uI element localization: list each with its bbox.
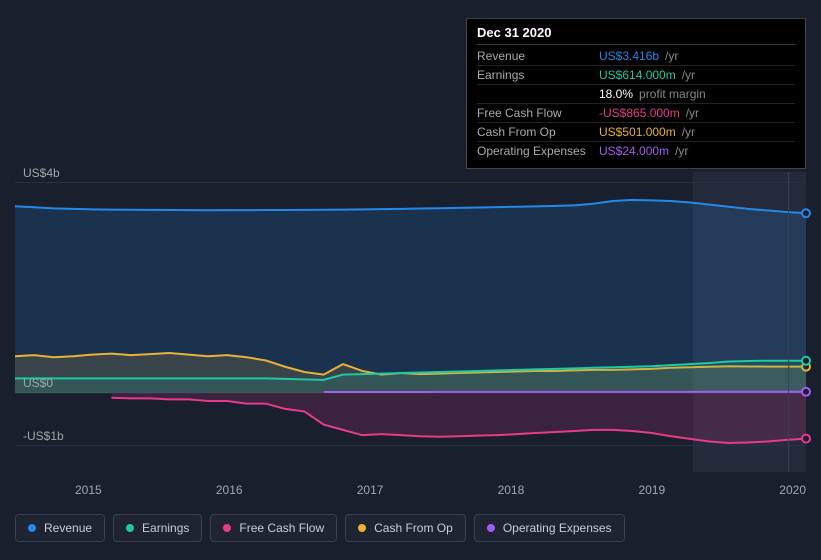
tooltip-row-suffix: /yr <box>665 49 678 63</box>
tooltip-row: Earnings US$614.000m /yr <box>477 66 795 85</box>
legend-label: Operating Expenses <box>503 521 612 535</box>
x-axis-label: 2019 <box>638 483 665 497</box>
y-axis-label: -US$1b <box>23 429 64 443</box>
legend-label: Cash From Op <box>374 521 453 535</box>
legend-item[interactable]: Cash From Op <box>345 514 466 542</box>
tooltip-row: 18.0% profit margin <box>477 85 795 104</box>
financial-chart: US$4b US$0 -US$1b 2015 2016 2017 2018 2019 2020… <box>0 0 821 560</box>
tooltip-row-value: -US$865.000m <box>599 106 680 120</box>
tooltip-row: Operating Expenses US$24.000m /yr <box>477 142 795 160</box>
legend-label: Earnings <box>142 521 189 535</box>
tooltip-row-value: 18.0% <box>599 87 633 101</box>
x-axis-label: 2020 <box>779 483 806 497</box>
tooltip-row-label: Operating Expenses <box>477 144 593 158</box>
x-axis: 2015 2016 2017 2018 2019 2020 <box>75 483 806 497</box>
y-axis-label: US$0 <box>23 376 53 390</box>
tooltip-row-suffix: /yr <box>682 125 695 139</box>
legend-label: Revenue <box>44 521 92 535</box>
chart-tooltip: Dec 31 2020 RevenueUS$3.416b /yrEarnings… <box>466 18 806 169</box>
tooltip-date: Dec 31 2020 <box>477 25 795 45</box>
y-axis-label: US$4b <box>23 166 60 180</box>
legend-item[interactable]: Revenue <box>15 514 105 542</box>
tooltip-row-suffix: profit margin <box>639 87 706 101</box>
tooltip-row-suffix: /yr <box>682 68 695 82</box>
tooltip-row-label: Revenue <box>477 49 593 63</box>
legend-label: Free Cash Flow <box>239 521 324 535</box>
tooltip-row: Free Cash Flow -US$865.000m /yr <box>477 104 795 123</box>
x-axis-label: 2017 <box>357 483 384 497</box>
x-axis-label: 2016 <box>216 483 243 497</box>
tooltip-row-value: US$614.000m <box>599 68 676 82</box>
legend-item[interactable]: Operating Expenses <box>474 514 625 542</box>
legend-item[interactable]: Free Cash Flow <box>210 514 337 542</box>
tooltip-rows: RevenueUS$3.416b /yrEarningsUS$614.000m … <box>477 47 795 160</box>
tooltip-row: Cash From Op US$501.000m /yr <box>477 123 795 142</box>
tooltip-row-label <box>477 87 593 101</box>
legend-dot-icon <box>358 524 366 532</box>
legend-dot-icon <box>223 524 231 532</box>
tooltip-row-value: US$24.000m <box>599 144 669 158</box>
x-axis-label: 2018 <box>498 483 525 497</box>
tooltip-row-label: Cash From Op <box>477 125 593 139</box>
tooltip-row-label: Earnings <box>477 68 593 82</box>
legend-dot-icon <box>126 524 134 532</box>
tooltip-row-value: US$501.000m <box>599 125 676 139</box>
legend-dot-icon <box>487 524 495 532</box>
tooltip-row-label: Free Cash Flow <box>477 106 593 120</box>
legend-item[interactable]: Earnings <box>113 514 202 542</box>
x-axis-label: 2015 <box>75 483 102 497</box>
legend-dot-icon <box>28 524 36 532</box>
tooltip-row-value: US$3.416b <box>599 49 659 63</box>
chart-legend: Revenue Earnings Free Cash Flow Cash From O… <box>15 514 625 542</box>
tooltip-row-suffix: /yr <box>686 106 699 120</box>
tooltip-row: Revenue US$3.416b /yr <box>477 47 795 66</box>
tooltip-row-suffix: /yr <box>675 144 688 158</box>
